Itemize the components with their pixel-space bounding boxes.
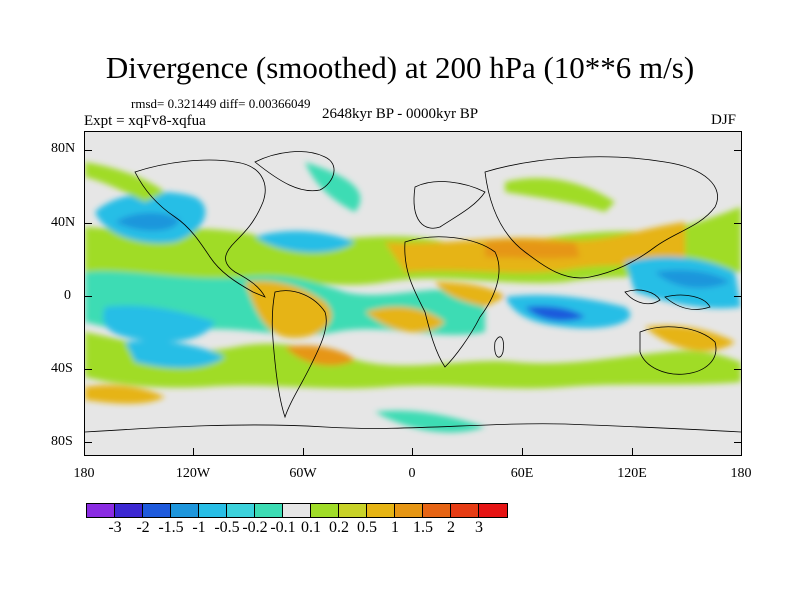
colorbar-label: 3 <box>475 519 483 536</box>
x-label-120w: 120W <box>175 466 211 481</box>
colorbar-swatch <box>339 504 367 517</box>
colorbar-swatch <box>255 504 283 517</box>
x-tick <box>522 448 523 456</box>
colorbar-swatch <box>451 504 479 517</box>
divergence-field <box>85 151 741 433</box>
contour-fills <box>85 162 741 433</box>
colorbar-label: 2 <box>447 519 455 536</box>
y-label-0: 0 <box>64 288 71 303</box>
y-tick <box>84 369 92 370</box>
colorbar-swatch <box>395 504 423 517</box>
y-tick <box>84 223 92 224</box>
colorbar-label: -1 <box>192 519 206 536</box>
colorbar-label: 0.1 <box>301 519 321 536</box>
y-tick <box>84 442 92 443</box>
x-label-60w: 60W <box>289 466 317 481</box>
y-tick <box>734 296 742 297</box>
period-label: 2648kyr BP - 0000kyr BP <box>322 106 479 122</box>
colorbar-swatch <box>115 504 143 517</box>
divergence-map <box>84 131 742 456</box>
season-label: DJF <box>711 112 737 128</box>
colorbar-swatch <box>87 504 115 517</box>
y-label-80s: 80S <box>51 434 73 449</box>
colorbar-swatch <box>283 504 311 517</box>
x-label-120e: 120E <box>617 466 647 481</box>
colorbar-swatch <box>199 504 227 517</box>
x-tick <box>632 448 633 456</box>
x-tick <box>412 448 413 456</box>
x-label-180e: 180 <box>730 466 752 481</box>
colorbar-label: -0.2 <box>242 519 268 536</box>
y-tick <box>734 223 742 224</box>
colorbar-swatch <box>479 504 507 517</box>
colorbar-swatch <box>311 504 339 517</box>
colorbar-label: 0.5 <box>357 519 377 536</box>
y-tick <box>734 442 742 443</box>
colorbar-label: 1.5 <box>413 519 433 536</box>
x-label-60e: 60E <box>510 466 534 481</box>
colorbar-swatch <box>227 504 255 517</box>
x-tick <box>193 448 194 456</box>
colorbar-label: 1 <box>391 519 399 536</box>
y-tick <box>84 150 92 151</box>
colorbar-label: -0.5 <box>214 519 240 536</box>
colorbar-swatch <box>367 504 395 517</box>
y-label-40n: 40N <box>51 215 76 230</box>
y-tick <box>84 296 92 297</box>
rmsd-diff-stats: rmsd= 0.321449 diff= 0.00366049 <box>131 96 311 111</box>
experiment-label: Expt = xqFv8-xqfua <box>84 113 206 129</box>
y-tick <box>734 150 742 151</box>
colorbar-label: 0.2 <box>329 519 349 536</box>
colorbar-label: -3 <box>108 519 122 536</box>
x-tick <box>303 448 304 456</box>
colorbar-label: -1.5 <box>158 519 184 536</box>
coastlines <box>85 151 741 433</box>
y-tick <box>734 369 742 370</box>
colorbar-label: -0.1 <box>270 519 296 536</box>
plot-title: Divergence (smoothed) at 200 hPa (10**6 … <box>105 50 695 85</box>
colorbar-swatch <box>171 504 199 517</box>
colorbar-label: -2 <box>136 519 150 536</box>
colorbar <box>86 503 508 518</box>
y-label-40s: 40S <box>51 361 73 376</box>
x-label-180w: 180 <box>73 466 95 481</box>
colorbar-swatch <box>423 504 451 517</box>
x-label-0: 0 <box>408 466 416 481</box>
colorbar-swatch <box>143 504 171 517</box>
y-label-80n: 80N <box>51 141 76 156</box>
